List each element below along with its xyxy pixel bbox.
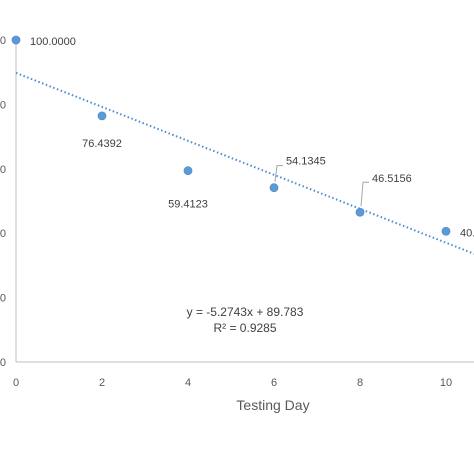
trendline bbox=[15, 71, 474, 255]
data-label: 46.5156 bbox=[372, 173, 412, 185]
y-tick-label: 20 bbox=[0, 293, 6, 305]
x-tick-label: 2 bbox=[99, 377, 105, 389]
x-tick-label: 6 bbox=[271, 377, 277, 389]
x-tick-label: 10 bbox=[440, 377, 452, 389]
data-point bbox=[11, 35, 21, 45]
x-tick-label: 4 bbox=[185, 377, 191, 389]
data-label: 59.4123 bbox=[168, 199, 208, 211]
data-point bbox=[97, 111, 107, 121]
label-leader-line bbox=[274, 165, 283, 182]
y-tick-label: 100 bbox=[0, 35, 6, 47]
data-label: 54.1345 bbox=[286, 156, 326, 168]
data-label: 100.0000 bbox=[30, 36, 76, 48]
x-tick-label: 0 bbox=[13, 377, 19, 389]
label-leader-line bbox=[360, 181, 369, 207]
y-tick-label: 80 bbox=[0, 99, 6, 111]
data-point bbox=[183, 166, 193, 176]
data-point bbox=[269, 183, 279, 193]
x-tick-label: 8 bbox=[357, 377, 363, 389]
data-label: 76.4392 bbox=[82, 138, 122, 150]
y-tick-label: 0 bbox=[0, 357, 6, 369]
x-axis-title: Testing Day bbox=[236, 397, 309, 413]
y-tick-label: 60 bbox=[0, 164, 6, 176]
data-point bbox=[441, 226, 451, 236]
data-point bbox=[355, 207, 365, 217]
data-label: 40. bbox=[460, 227, 474, 239]
y-tick-label: 40 bbox=[0, 228, 6, 240]
trend-r-squared: R² = 0.9285 bbox=[213, 321, 276, 335]
trend-equation: y = -5.2743x + 89.783 bbox=[187, 305, 304, 319]
